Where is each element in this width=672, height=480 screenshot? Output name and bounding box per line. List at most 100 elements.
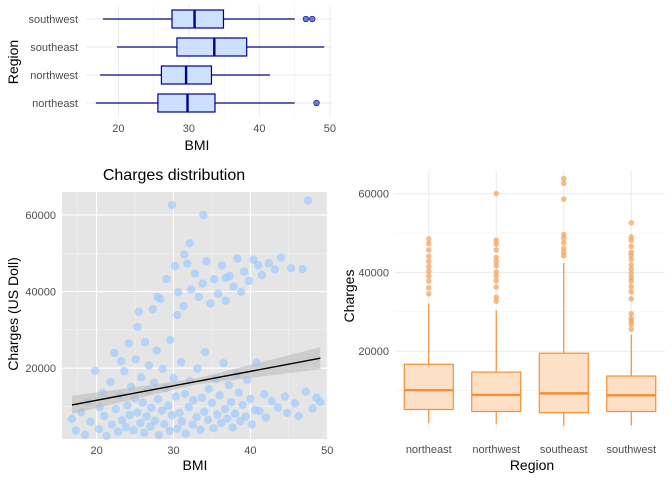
outlier-point [493, 298, 500, 304]
scatter-point [294, 411, 303, 421]
scatter-point [247, 420, 257, 429]
scatter-point [158, 364, 167, 374]
outlier-point [493, 247, 500, 253]
scatter-point [131, 355, 141, 364]
scatter-point [123, 401, 132, 410]
outlier-point [425, 247, 432, 253]
outlier-point [628, 266, 635, 273]
scatter-point [246, 394, 255, 403]
scatter-point [185, 239, 194, 248]
scatter-point [267, 396, 277, 406]
scatter-point [157, 406, 167, 415]
outlier-point [628, 310, 635, 317]
scatter-point [240, 267, 249, 276]
outlier-point [628, 288, 635, 295]
scatter-point [113, 427, 123, 436]
confidence-band [71, 347, 321, 414]
outlier-point [560, 245, 567, 252]
scatter-point [273, 403, 283, 412]
outlier-point [493, 273, 500, 279]
scatter-point [146, 403, 156, 413]
outlier-point [493, 277, 500, 284]
scatter-y-axis-title: Charges (US Doll) [5, 257, 21, 371]
scatter-point [171, 392, 180, 401]
scatter-point [167, 411, 177, 420]
scatter-point [121, 422, 131, 432]
scatter-point [163, 401, 173, 410]
outlier-point [425, 263, 432, 270]
scatter-point [206, 299, 215, 308]
scatter-point [264, 259, 274, 268]
outlier-point [560, 180, 567, 187]
scatter-x-axis-title: BMI [183, 457, 208, 473]
scatter-point [154, 430, 164, 440]
scatter-point [298, 264, 307, 274]
outlier-point [560, 249, 567, 256]
scatter-point [224, 380, 234, 390]
outlier-point [425, 268, 432, 275]
scatter-point [261, 413, 270, 422]
scatter-point [153, 394, 163, 404]
scatter-trend [71, 347, 321, 414]
scatter-point [129, 425, 138, 435]
outlier-point [493, 269, 500, 275]
charges-region-y-tick-labels: 20000 40000 60000 [358, 189, 389, 359]
y-tick-label: northwest [30, 70, 78, 82]
x-tick-label: southeast [540, 444, 588, 456]
outlier-point [628, 256, 635, 263]
box-southeast [538, 352, 589, 414]
y-tick-label: 20000 [358, 346, 389, 358]
outlier-point [493, 241, 500, 247]
x-tick-label: 20 [112, 123, 124, 135]
scatter-point [308, 404, 317, 413]
outlier-point [628, 315, 635, 322]
bmi-region-y-axis-title: Region [5, 40, 21, 84]
scatter-point [204, 384, 214, 394]
scatter-point [194, 292, 204, 302]
scatter-point [136, 373, 146, 382]
scatter-point [228, 423, 237, 432]
scatter-chart-title: Charges distribution [103, 167, 245, 184]
outlier-point [560, 175, 567, 182]
scatter-point [184, 403, 194, 412]
outlier-point [628, 296, 635, 302]
scatter-point [116, 357, 126, 366]
scatter-point [100, 411, 109, 421]
scatter-point [197, 393, 207, 402]
scatter-point [221, 296, 230, 305]
scatter-point [180, 250, 189, 259]
x-tick-label: southwest [606, 444, 656, 456]
scatter-point [301, 387, 310, 396]
charges-region-y-axis-title: Charges [341, 270, 357, 323]
trend-line [71, 357, 321, 406]
scatter-x-tick-labels: 20 30 40 50 [90, 445, 333, 457]
scatter-point [220, 404, 230, 414]
scatter-point [236, 287, 246, 297]
scatter-point [86, 417, 95, 426]
scatter-point [134, 307, 144, 317]
scatter-point [165, 426, 174, 436]
scatter-point [259, 389, 269, 399]
scatter-point [189, 396, 198, 405]
y-tick-label: 40000 [358, 267, 389, 279]
scatter-point [186, 285, 196, 294]
box-northeast [403, 363, 454, 411]
outlier-point [302, 15, 310, 23]
scatter-point [106, 377, 115, 387]
scatter-point [255, 406, 264, 416]
x-tick-label: northeast [406, 444, 452, 456]
scatter-point [94, 424, 104, 434]
outlier-point [493, 294, 500, 301]
scatter-point [200, 407, 209, 417]
y-tick-label: 40000 [25, 287, 56, 299]
scatter-point [111, 404, 121, 414]
outlier-point [628, 249, 635, 256]
scatter-point [276, 253, 286, 262]
scatter-point [160, 419, 169, 429]
x-tick-label: 20 [90, 445, 102, 457]
scatter-point [215, 391, 224, 400]
scatter-point [170, 261, 180, 271]
scatter-point [179, 301, 188, 311]
scatter-point [223, 414, 232, 423]
outlier-point [560, 240, 567, 246]
